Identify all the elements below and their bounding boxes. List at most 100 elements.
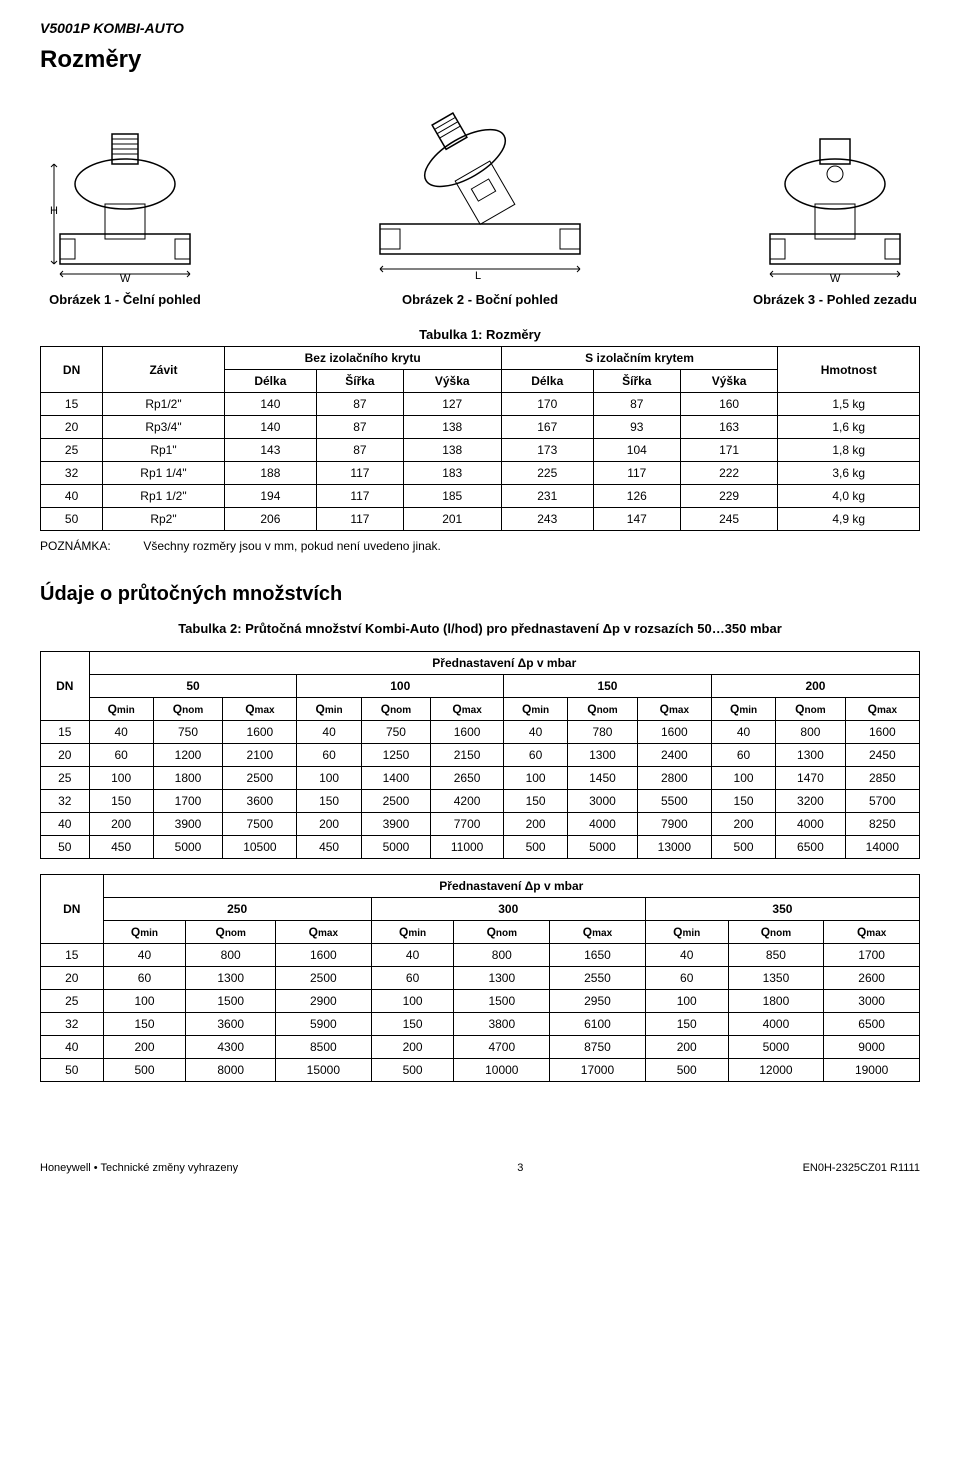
table-row: 20601300250060130025506013502600 — [41, 967, 920, 990]
table-cell: 25 — [41, 439, 103, 462]
svg-text:W: W — [830, 273, 841, 284]
table-cell: 1200 — [153, 744, 223, 767]
table-cell: 200 — [645, 1036, 728, 1059]
table-cell: 40 — [41, 813, 90, 836]
table-cell: 1800 — [153, 767, 223, 790]
col-sirka1: Šířka — [317, 370, 404, 393]
preset-col: 150 — [504, 675, 712, 698]
preset-col: 50 — [89, 675, 297, 698]
table-cell: 1500 — [186, 990, 276, 1013]
fig2-caption: Obrázek 2 - Boční pohled — [402, 292, 558, 307]
table-cell: 87 — [593, 393, 680, 416]
table-cell: 1350 — [728, 967, 824, 990]
table-cell: 3800 — [454, 1013, 550, 1036]
table-cell: 17000 — [550, 1059, 646, 1082]
t2-group-header: Přednastavení Δp v mbar — [89, 652, 919, 675]
table-row: 2510018002500100140026501001450280010014… — [41, 767, 920, 790]
q-col: Qmax — [550, 921, 646, 944]
table-cell: 100 — [504, 767, 568, 790]
table-cell: 2500 — [276, 967, 372, 990]
table-cell: 15000 — [276, 1059, 372, 1082]
table-cell: 5000 — [361, 836, 431, 859]
table-cell: 1600 — [223, 721, 297, 744]
table-cell: 1500 — [454, 990, 550, 1013]
table-row: 15407501600407501600407801600408001600 — [41, 721, 920, 744]
q-col: Qnom — [186, 921, 276, 944]
table-cell: 8500 — [276, 1036, 372, 1059]
fig1-caption: Obrázek 1 - Čelní pohled — [49, 292, 201, 307]
table-cell: 167 — [501, 416, 593, 439]
table-cell: 183 — [403, 462, 501, 485]
table-cell: 7700 — [431, 813, 504, 836]
table-cell: 100 — [645, 990, 728, 1013]
table-cell: 138 — [403, 416, 501, 439]
table-cell: 138 — [403, 439, 501, 462]
table-cell: 3200 — [776, 790, 846, 813]
table-cell: 3,6 kg — [778, 462, 920, 485]
table-cell: 3900 — [361, 813, 431, 836]
q-col: Qmax — [824, 921, 920, 944]
table-cell: 1700 — [824, 944, 920, 967]
table-cell: 40 — [41, 485, 103, 508]
col-vyska2: Výška — [680, 370, 778, 393]
table-cell: 150 — [645, 1013, 728, 1036]
table2-caption: Tabulka 2: Průtočná množství Kombi-Auto … — [40, 621, 920, 636]
table-cell: 1300 — [454, 967, 550, 990]
table-cell: 2950 — [550, 990, 646, 1013]
table-cell: 2650 — [431, 767, 504, 790]
table3: DN Přednastavení Δp v mbar 250300350 Qmi… — [40, 874, 920, 1082]
table-cell: 800 — [454, 944, 550, 967]
table-cell: 1600 — [431, 721, 504, 744]
table-cell: 2500 — [361, 790, 431, 813]
table-cell: 117 — [317, 485, 404, 508]
table-cell: 2100 — [223, 744, 297, 767]
table-cell: 200 — [711, 813, 775, 836]
table-cell: 2600 — [824, 967, 920, 990]
table-cell: 4000 — [728, 1013, 824, 1036]
table-cell: 1,6 kg — [778, 416, 920, 439]
table-cell: 50 — [41, 836, 90, 859]
valve-side-icon: L — [350, 94, 610, 284]
table-cell: 25 — [41, 767, 90, 790]
q-col: Qnom — [153, 698, 223, 721]
table-cell: 1450 — [568, 767, 638, 790]
diagram-1: H W Obrázek 1 - Čelní pohled — [40, 114, 210, 307]
table-cell: 14000 — [845, 836, 919, 859]
table-cell: 7900 — [637, 813, 711, 836]
q-col: Qmax — [276, 921, 372, 944]
table-cell: 40 — [711, 721, 775, 744]
footer-center: 3 — [517, 1162, 523, 1174]
fig3-caption: Obrázek 3 - Pohled zezadu — [753, 292, 917, 307]
table-cell: 1300 — [186, 967, 276, 990]
table-cell: 231 — [501, 485, 593, 508]
table-cell: 150 — [89, 790, 153, 813]
table-cell: 150 — [297, 790, 361, 813]
valve-front-icon: H W — [40, 114, 210, 284]
table-row: 40200430085002004700875020050009000 — [41, 1036, 920, 1059]
table-row: 40Rp1 1/2"1941171852311262294,0 kg — [41, 485, 920, 508]
table-cell: 100 — [103, 990, 186, 1013]
section1-title: Rozměry — [40, 46, 920, 74]
q-col: Qmin — [504, 698, 568, 721]
q-col: Qmin — [711, 698, 775, 721]
table-cell: 1,5 kg — [778, 393, 920, 416]
table-cell: 20 — [41, 967, 104, 990]
table-cell: 2150 — [431, 744, 504, 767]
table-cell: 40 — [504, 721, 568, 744]
table-cell: 25 — [41, 990, 104, 1013]
table-cell: 1700 — [153, 790, 223, 813]
table-row: 4020039007500200390077002004000790020040… — [41, 813, 920, 836]
table-cell: 5900 — [276, 1013, 372, 1036]
col-zavit: Závit — [103, 347, 225, 393]
table-cell: 150 — [504, 790, 568, 813]
note-text: Všechny rozměry jsou v mm, pokud není uv… — [143, 539, 440, 553]
col-hmotnost: Hmotnost — [778, 347, 920, 393]
table-cell: 222 — [680, 462, 778, 485]
table-cell: 185 — [403, 485, 501, 508]
table-cell: 200 — [103, 1036, 186, 1059]
table-cell: 117 — [593, 462, 680, 485]
table-row: 3215017003600150250042001503000550015032… — [41, 790, 920, 813]
table-cell: 100 — [89, 767, 153, 790]
table-cell: 127 — [403, 393, 501, 416]
q-col: Qnom — [728, 921, 824, 944]
